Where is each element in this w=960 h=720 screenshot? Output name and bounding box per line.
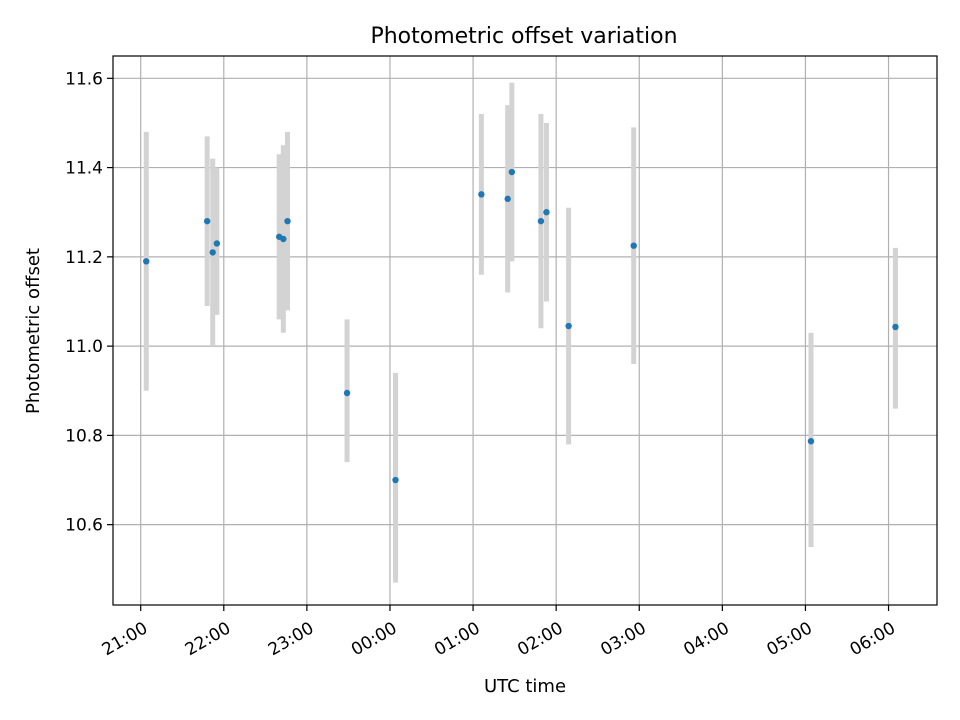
x-tick-label: 05:00: [764, 618, 816, 660]
y-tick-label: 11.2: [65, 248, 103, 268]
data-point: [807, 437, 815, 445]
data-point: [343, 389, 351, 397]
x-tick-label: 06:00: [847, 618, 899, 660]
data-point: [209, 249, 216, 256]
data-point: [892, 323, 899, 331]
data-point: [504, 195, 511, 203]
chart-title: Photometric offset variation: [370, 24, 677, 49]
x-tick-label: 23:00: [265, 618, 317, 660]
y-axis-ticks: 10.6 10.8 11.0 11.2 11.4 11.6: [65, 69, 113, 536]
data-points: [143, 168, 899, 484]
data-point: [213, 240, 221, 247]
data-point: [478, 191, 485, 198]
data-point: [565, 322, 572, 330]
y-tick-label: 10.8: [65, 426, 103, 446]
y-tick-label: 10.6: [65, 516, 103, 536]
grid-lines: [113, 56, 937, 605]
y-tick-label: 11.0: [65, 337, 103, 357]
data-point: [630, 242, 637, 249]
x-tick-label: 00:00: [348, 618, 400, 660]
x-tick-label: 22:00: [182, 618, 234, 660]
x-tick-label: 04:00: [680, 618, 732, 660]
y-tick-label: 11.6: [65, 69, 103, 89]
x-tick-label: 03:00: [597, 618, 649, 660]
x-tick-label: 01:00: [431, 618, 483, 660]
x-axis-label: UTC time: [484, 676, 566, 697]
x-tick-label: 21:00: [99, 618, 151, 660]
data-point: [392, 476, 399, 484]
x-tick-label: 02:00: [514, 618, 566, 660]
data-point: [508, 168, 516, 176]
data-point: [543, 209, 550, 216]
y-axis-label: Photometric offset: [23, 248, 44, 414]
data-point: [203, 217, 211, 225]
data-point: [284, 217, 291, 225]
x-axis-ticks: 21:00 22:00 23:00 00:00 01:00 02:00 03:00 04:00…: [99, 605, 899, 660]
data-point: [280, 235, 287, 243]
plot-frame: [112, 55, 938, 606]
error-bars: [143, 82, 898, 583]
y-tick-label: 11.4: [65, 159, 103, 179]
data-point: [537, 217, 545, 225]
data-point: [143, 258, 150, 265]
